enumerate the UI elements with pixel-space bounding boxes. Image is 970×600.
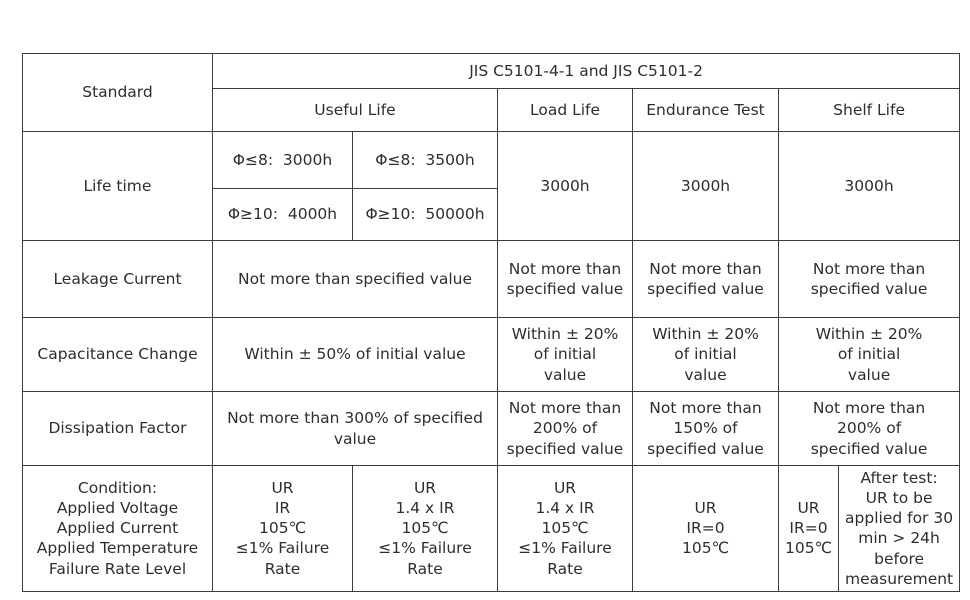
spec-table: Standard JIS C5101-4-1 and JIS C5101-2 U… — [22, 53, 961, 592]
table-row-life-time-small-diameter: Life time Φ≤8: 3000h Φ≤8: 3500h 3000h 30… — [22, 131, 961, 241]
leakage-current-useful-life-cell: Not more than specified value — [212, 240, 498, 318]
table-row-leakage-current: Leakage Current Not more than specified … — [22, 240, 961, 318]
condition-load-life-cell: UR 1.4 x IR 105℃ ≤1% Failure Rate — [497, 465, 633, 592]
leakage-current-shelf-life-cell: Not more than specified value — [777, 240, 961, 318]
life-time-useful-d10-cell-2: Φ≥10: 50000h — [352, 188, 498, 241]
capacitance-change-useful-life-cell: Within ± 50% of initial value — [212, 317, 498, 392]
dissipation-factor-endurance-test-cell: Not more than 150% of specified value — [632, 391, 779, 466]
life-time-load-life-cell: 3000h — [497, 131, 633, 241]
standard-row-label: Standard — [22, 53, 213, 132]
condition-endurance-test-cell: UR IR=0 105℃ — [632, 465, 779, 592]
table-row-standards-title: Standard JIS C5101-4-1 and JIS C5101-2 — [22, 53, 961, 132]
condition-row-label: Condition: Applied Voltage Applied Curre… — [22, 465, 213, 592]
life-time-shelf-life-cell: 3000h — [777, 131, 961, 241]
condition-shelf-life-cell: UR IR=0 105℃ — [778, 465, 839, 592]
capacitance-change-endurance-test-cell: Within ± 20% of initial value — [632, 317, 779, 392]
useful-life-column-header: Useful Life — [212, 88, 498, 132]
load-life-column-header: Load Life — [497, 88, 633, 132]
life-time-useful-d8-cell-2: Φ≤8: 3500h — [352, 131, 498, 189]
shelf-life-column-header: Shelf Life — [777, 88, 961, 132]
life-time-row-label: Life time — [22, 131, 213, 241]
dissipation-factor-useful-life-cell: Not more than 300% of specified value — [212, 391, 498, 466]
leakage-current-row-label: Leakage Current — [22, 240, 213, 318]
jis-standards-title: JIS C5101-4-1 and JIS C5101-2 — [211, 53, 961, 89]
leakage-current-load-life-cell: Not more than specified value — [497, 240, 633, 318]
capacitance-change-shelf-life-cell: Within ± 20% of initial value — [777, 317, 961, 392]
table-row-life-time-large-diameter: Φ≥10: 4000h Φ≥10: 50000h — [23, 188, 960, 241]
capacitance-change-load-life-cell: Within ± 20% of initial value — [497, 317, 633, 392]
capacitance-change-row-label: Capacitance Change — [22, 317, 213, 392]
life-time-useful-d10-cell-1: Φ≥10: 4000h — [212, 188, 353, 241]
table-row-condition: Condition: Applied Voltage Applied Curre… — [22, 465, 961, 592]
condition-useful-life-cell-2: UR 1.4 x IR 105℃ ≤1% Failure Rate — [352, 465, 498, 592]
dissipation-factor-shelf-life-cell: Not more than 200% of specified value — [777, 391, 961, 466]
condition-shelf-life-after-test-note: After test: UR to be applied for 30 min … — [837, 465, 961, 592]
life-time-endurance-test-cell: 3000h — [632, 131, 779, 241]
endurance-test-column-header: Endurance Test — [632, 88, 779, 132]
condition-useful-life-cell-1: UR IR 105℃ ≤1% Failure Rate — [212, 465, 353, 592]
life-time-useful-d8-cell-1: Φ≤8: 3000h — [212, 131, 353, 189]
dissipation-factor-row-label: Dissipation Factor — [22, 391, 213, 466]
dissipation-factor-load-life-cell: Not more than 200% of specified value — [497, 391, 633, 466]
leakage-current-endurance-test-cell: Not more than specified value — [632, 240, 779, 318]
table-row-dissipation-factor: Dissipation Factor Not more than 300% of… — [22, 391, 961, 466]
table-row-column-headers: Useful Life Load Life Endurance Test She… — [23, 88, 961, 132]
table-row-capacitance-change: Capacitance Change Within ± 50% of initi… — [22, 317, 961, 392]
